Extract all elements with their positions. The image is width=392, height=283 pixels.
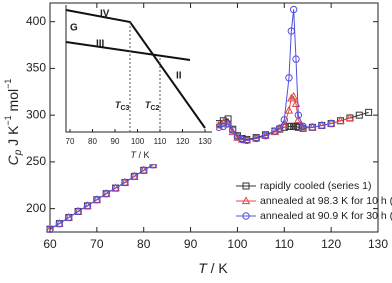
marker	[55, 219, 64, 228]
transition-label: TC3	[115, 100, 130, 111]
y-tick-label: 200	[26, 201, 46, 215]
y-axis-label: Cp J K−1 mol−1	[3, 79, 23, 166]
y-tick-label: 350	[26, 61, 46, 75]
plot-frame	[49, 2, 379, 233]
marker	[327, 119, 335, 128]
phase-label: III	[96, 39, 105, 50]
marker	[64, 212, 73, 221]
marker	[102, 189, 110, 198]
legend-marker	[242, 212, 250, 220]
x-tick-label: 70	[90, 237, 104, 251]
inset-y-label: G	[70, 23, 78, 34]
marker	[292, 55, 300, 63]
inset-axes	[65, 5, 212, 133]
marker	[299, 122, 307, 131]
marker	[148, 160, 158, 168]
marker	[287, 93, 296, 102]
marker	[289, 5, 298, 14]
inset-background	[60, 4, 216, 164]
x-tick-label: 90	[184, 237, 198, 251]
y-tick-label: 250	[26, 154, 46, 168]
marker	[121, 178, 129, 187]
legend: rapidly cooled (series 1) annealed at 98.…	[236, 180, 392, 222]
marker	[275, 124, 284, 132]
y-tick-label: 300	[26, 107, 46, 121]
inset-x-tick-label: 130	[198, 137, 212, 146]
marker	[111, 184, 120, 192]
marker	[83, 202, 92, 210]
inset: G IV III II TC3 TC2 T / K 70 80 90 100 110 12…	[60, 4, 216, 164]
marker	[93, 196, 101, 204]
phase-label: II	[176, 71, 182, 82]
inset-x-tick-label: 100	[131, 137, 145, 146]
legend-marker	[242, 182, 250, 190]
marker	[365, 108, 373, 116]
marker	[345, 113, 355, 122]
x-tick-label: 60	[43, 237, 57, 251]
marker	[140, 166, 148, 175]
marker	[120, 177, 130, 186]
inset-x-tick-label: 110	[154, 137, 167, 146]
marker	[65, 213, 73, 222]
marker	[229, 126, 237, 134]
transition-label: TC2	[145, 100, 160, 111]
marker	[308, 123, 317, 132]
marker	[289, 91, 298, 100]
marker	[284, 105, 294, 114]
marker	[83, 201, 92, 209]
x-tick-label: 80	[137, 237, 151, 251]
inset-x-tick-label: 70	[66, 137, 75, 146]
inset-x-tick-label: 120	[176, 137, 190, 146]
x-tick-label: 120	[321, 237, 341, 251]
marker	[280, 116, 288, 124]
marker	[228, 127, 237, 136]
inset-x-tick-label: 90	[111, 137, 120, 146]
marker	[92, 195, 102, 203]
marker	[294, 111, 303, 119]
marker	[130, 171, 139, 180]
x-axis-label: T / K	[198, 260, 228, 276]
x-tick-label: 100	[227, 237, 247, 251]
marker	[130, 172, 139, 181]
legend-label: annealed at 98.3 K for 10 h (series 2)	[260, 195, 392, 207]
marker	[55, 218, 64, 227]
marker	[243, 136, 251, 145]
legend-label: annealed at 90.9 K for 30 h (series 3)	[260, 210, 392, 222]
marker	[238, 135, 246, 144]
marker	[292, 122, 300, 130]
x-tick-label: 110	[275, 237, 294, 251]
marker	[280, 119, 289, 128]
marker	[261, 132, 270, 140]
x-tick-label: 130	[368, 237, 388, 251]
marker	[336, 116, 345, 124]
marker	[224, 119, 232, 128]
phase-label: IV	[100, 9, 110, 20]
y-tick-label: 400	[26, 14, 46, 28]
phase-line	[65, 41, 191, 61]
marker	[74, 207, 82, 216]
marker	[287, 27, 296, 35]
legend-marker	[241, 196, 251, 205]
marker	[326, 118, 336, 127]
marker	[355, 111, 363, 119]
marker	[318, 121, 326, 130]
legend-label: rapidly cooled (series 1)	[260, 180, 371, 192]
marker	[252, 134, 260, 143]
inset-x-label: T / K	[130, 150, 149, 160]
marker	[46, 225, 54, 233]
marker	[285, 74, 293, 82]
inset-x-tick-label: 80	[88, 137, 97, 146]
